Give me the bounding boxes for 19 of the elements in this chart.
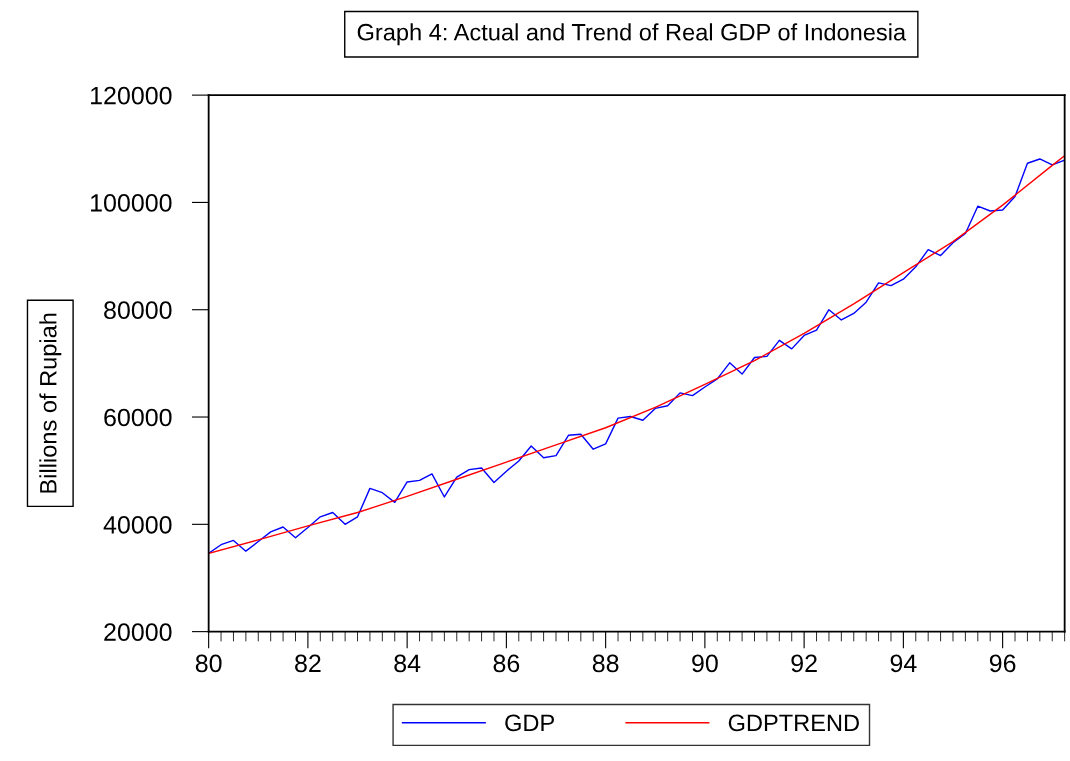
y-tick-label: 100000 [91,194,172,212]
legend-label: GDP [505,714,554,732]
x-tick-label: 80 [195,654,222,673]
y-axis-title: Billions of Rupiah [39,313,62,493]
x-tick-label: 84 [394,654,421,673]
x-tick-label: 88 [592,654,619,673]
y-tick-label: 80000 [104,301,172,320]
y-tick-label: 60000 [104,408,172,427]
x-tick-label: 92 [791,654,817,673]
y-tick-label: 40000 [103,515,172,534]
x-tick-label: 90 [692,654,718,673]
legend-label: GDPTREND [728,714,859,732]
chart-title: Graph 4: Actual and Trend of Real GDP of Indonesia [357,23,907,46]
x-tick-label: 82 [295,654,321,673]
x-tick-label: 86 [493,654,520,673]
x-tick-label: 96 [989,654,1016,673]
x-tick-label: 94 [890,654,917,673]
y-tick-label: 20000 [104,623,172,641]
y-tick-label: 120000 [91,86,172,105]
